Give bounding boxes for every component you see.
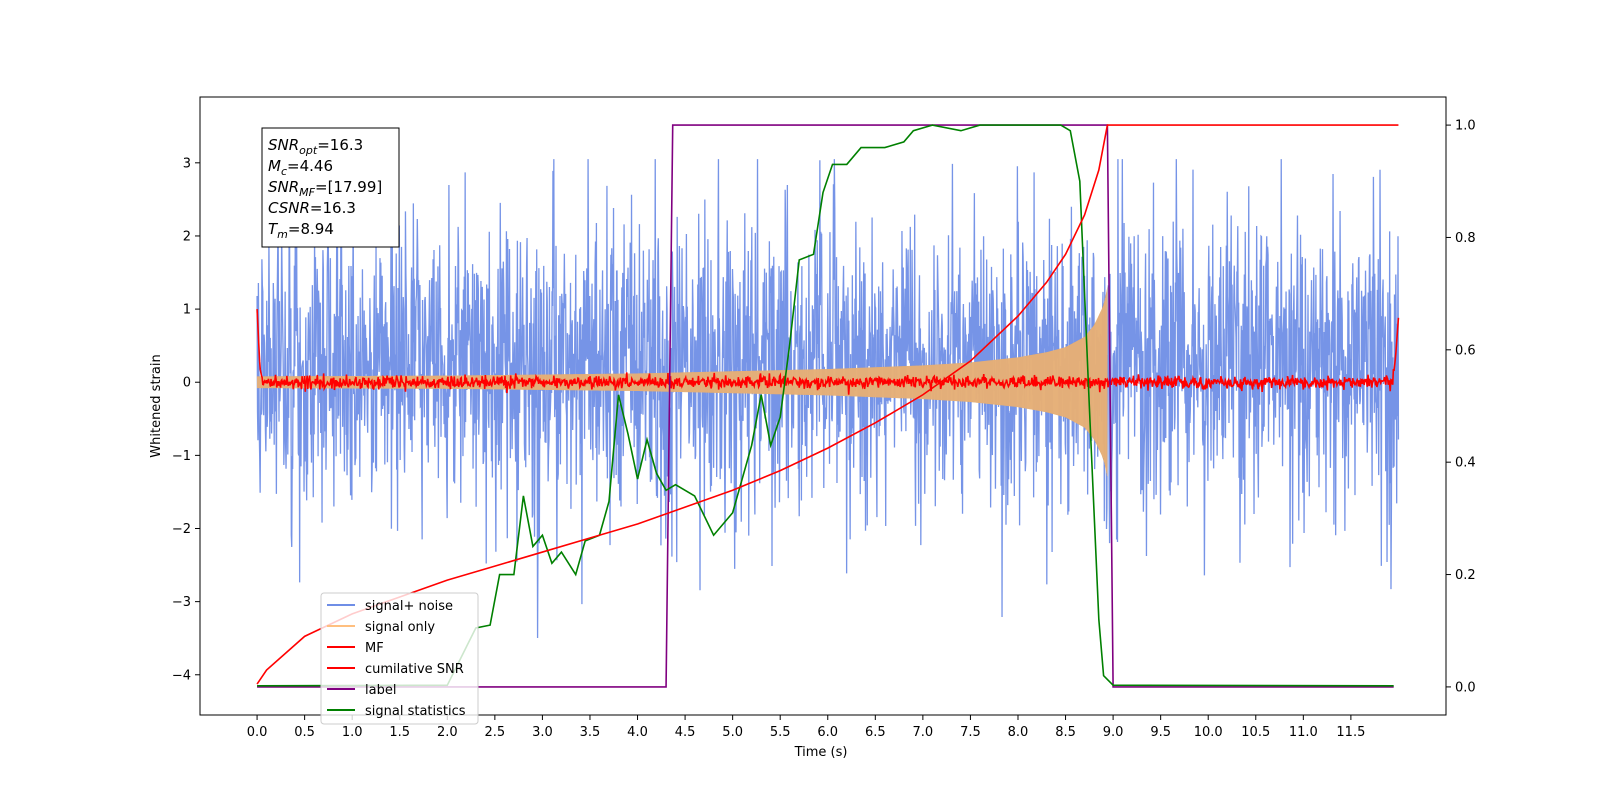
legend-entry-label: signal only: [365, 620, 435, 635]
x-axis: 0.0 0.5 1.0 1.5 2.0 2.5 3.0 3.5 4.0 4.5 5.0 5.5 6.0 6…: [247, 715, 1365, 740]
y-tick-label: 1: [183, 303, 191, 318]
x-tick-label: 8.0: [1008, 725, 1029, 740]
x-tick-label: 11.0: [1289, 725, 1318, 740]
y-tick-label: 3: [183, 156, 191, 171]
x-tick-label: 10.0: [1194, 725, 1223, 740]
x-tick-label: 4.5: [675, 725, 696, 740]
y-tick-label: 0: [183, 376, 191, 391]
x-tick-label: 1.0: [342, 725, 363, 740]
y-tick-label: 2: [183, 229, 191, 244]
y-tick-label: −3: [172, 595, 191, 610]
stats-line: SNRopt=16.3: [268, 136, 363, 157]
y2-tick-label: 0.6: [1455, 343, 1476, 358]
x-tick-label: 4.0: [627, 725, 648, 740]
x-tick-label: 2.0: [437, 725, 458, 740]
x-tick-label: 0.0: [247, 725, 268, 740]
x-tick-label: 10.5: [1241, 725, 1270, 740]
series-signal-statistics-line: [257, 124, 1394, 687]
legend: signal+ noise signal only MF cumilative SNR…: [320, 592, 479, 725]
y-axis-left: −4 −3 −2 −1 0 1 2 3: [172, 156, 200, 683]
x-tick-label: 3.5: [580, 725, 601, 740]
y-tick-label: −1: [172, 449, 191, 464]
legend-entry-label: cumilative SNR: [365, 662, 464, 677]
y-tick-label: −4: [172, 668, 191, 683]
series-signal-only-line: [256, 287, 1108, 476]
y2-tick-label: 0.4: [1455, 456, 1476, 471]
x-tick-label: 1.5: [389, 725, 410, 740]
x-tick-label: 7.0: [913, 725, 934, 740]
x-tick-label: 6.0: [817, 725, 838, 740]
y-axis-label: Whitened strain: [149, 354, 164, 457]
series-label-line: [257, 124, 1394, 688]
stats-line: CSNR=16.3: [268, 199, 356, 217]
stats-box-frame: [261, 127, 400, 248]
x-tick-label: 5.0: [722, 725, 743, 740]
x-tick-label: 5.5: [770, 725, 791, 740]
stats-annotation-box: SNRopt=16.3Mc=4.46SNRMF=[17.99]CSNR=16.3…: [261, 127, 400, 248]
y2-tick-label: 1.0: [1455, 119, 1476, 134]
x-tick-label: 8.5: [1055, 725, 1076, 740]
y2-tick-label: 0.0: [1455, 680, 1476, 695]
stats-line: SNRMF=[17.99]: [268, 178, 382, 199]
y2-tick-label: 0.2: [1455, 568, 1476, 583]
x-tick-label: 2.5: [485, 725, 506, 740]
axes-frame: [199, 96, 1447, 716]
legend-entry-label: label: [365, 683, 396, 698]
legend-entry-label: MF: [365, 641, 384, 656]
x-tick-label: 9.0: [1103, 725, 1124, 740]
x-tick-label: 0.5: [294, 725, 315, 740]
x-axis-label: Time (s): [794, 745, 848, 760]
x-tick-label: 6.5: [865, 725, 886, 740]
stats-line: Tm=8.94: [268, 220, 334, 241]
y-tick-label: −2: [172, 522, 191, 537]
x-tick-label: 11.5: [1336, 725, 1365, 740]
x-tick-label: 9.5: [1150, 725, 1171, 740]
series-signal-noise-line: [256, 159, 1400, 639]
x-tick-label: 3.0: [532, 725, 553, 740]
y2-tick-label: 0.8: [1455, 231, 1476, 246]
legend-entry-label: signal statistics: [365, 704, 466, 719]
series-mf-line: [256, 309, 1400, 395]
stats-line: Mc=4.46: [268, 157, 333, 178]
legend-frame: [320, 592, 479, 725]
y-axis-right: 0.0 0.2 0.4 0.6 0.8 1.0: [1446, 119, 1476, 695]
x-tick-label: 7.5: [960, 725, 981, 740]
legend-entry-label: signal+ noise: [365, 599, 453, 614]
